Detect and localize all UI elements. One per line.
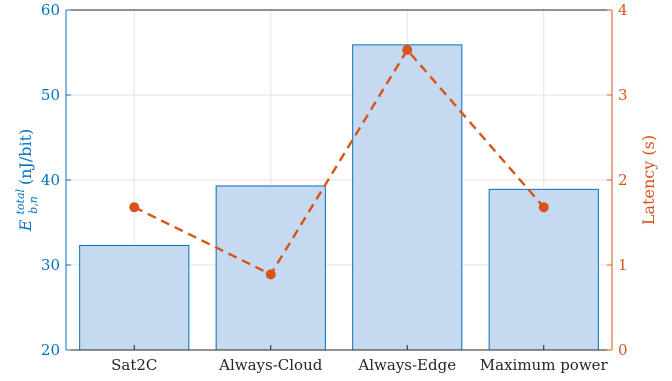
y-label-sub: b,n (27, 196, 40, 214)
y-label-unit: (nJ/bit) (16, 129, 35, 185)
bar-always-edge (352, 44, 463, 351)
latency-point (402, 44, 413, 55)
x-tick-label: Sat2C (111, 356, 157, 374)
x-tick-label: Always-Edge (357, 356, 456, 374)
axes (65, 9, 613, 351)
latency-series (129, 44, 549, 280)
y-tick-label-left: 50 (41, 86, 60, 104)
bars-group (79, 44, 599, 351)
y-tick-label-left: 30 (41, 256, 60, 274)
bar-maximum-power (488, 188, 599, 351)
latency-point (129, 202, 140, 213)
y-tick-label-left: 20 (41, 341, 60, 359)
x-tick-label: Always-Cloud (218, 356, 323, 374)
latency-point (265, 269, 276, 280)
y-tick-label-right: 2 (618, 171, 628, 189)
y-tick-label-left: 60 (41, 1, 60, 19)
latency-line (133, 47, 545, 276)
x-tick-label: Maximum power (480, 356, 609, 374)
y-axis-left-label: E total b,n (nJ/bit) (9, 129, 41, 233)
y-label-base: E (16, 219, 35, 232)
y-tick-label-right: 0 (618, 341, 628, 359)
y-tick-label-right: 3 (618, 86, 628, 104)
bar-always-cloud (215, 185, 326, 351)
bar-sat2c (79, 244, 190, 351)
tick-labels: 20 30 40 50 60 0 1 2 3 4 Sat2C Always-Cloud Always-E… (41, 1, 628, 374)
y-tick-label-left: 40 (41, 171, 60, 189)
latency-point (538, 202, 549, 213)
y-axis-right-label: Latency (s) (639, 135, 658, 225)
y-tick-label-right: 1 (618, 256, 628, 274)
y-label-sup: total (14, 188, 27, 214)
y-tick-label-right: 4 (618, 1, 628, 19)
